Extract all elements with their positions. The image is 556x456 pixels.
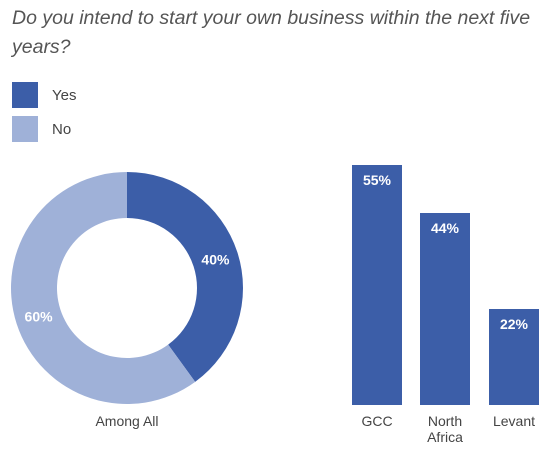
bar-category-label: North	[428, 413, 462, 429]
chart-title: Do you intend to start your own business…	[12, 7, 531, 58]
donut-slice-label-no: 60%	[25, 309, 54, 325]
donut-slice-no	[11, 172, 196, 404]
donut-slice-label-yes: 40%	[201, 251, 230, 267]
bar-value-label: 22%	[500, 316, 529, 332]
legend: Yes No	[12, 82, 76, 150]
bar-category-label: GCC	[361, 413, 392, 429]
bar-value-label: 55%	[363, 172, 392, 188]
bar-category-label: Levant	[493, 413, 535, 429]
donut-chart: 40% 60%	[11, 172, 244, 404]
donut-caption: Among All	[95, 413, 158, 429]
legend-swatch-no	[12, 116, 38, 142]
bar-gcc	[352, 165, 402, 405]
bar-levant	[489, 309, 539, 405]
bar-value-label: 44%	[431, 220, 460, 236]
bar-category-label: Africa	[427, 429, 463, 445]
legend-item-no: No	[12, 116, 76, 142]
legend-label-yes: Yes	[52, 86, 77, 104]
legend-swatch-yes	[12, 82, 38, 108]
legend-label-no: No	[52, 120, 72, 138]
bar-north-africa	[420, 213, 470, 405]
donut-slice-yes	[127, 172, 244, 382]
legend-item-yes: Yes	[12, 82, 76, 108]
